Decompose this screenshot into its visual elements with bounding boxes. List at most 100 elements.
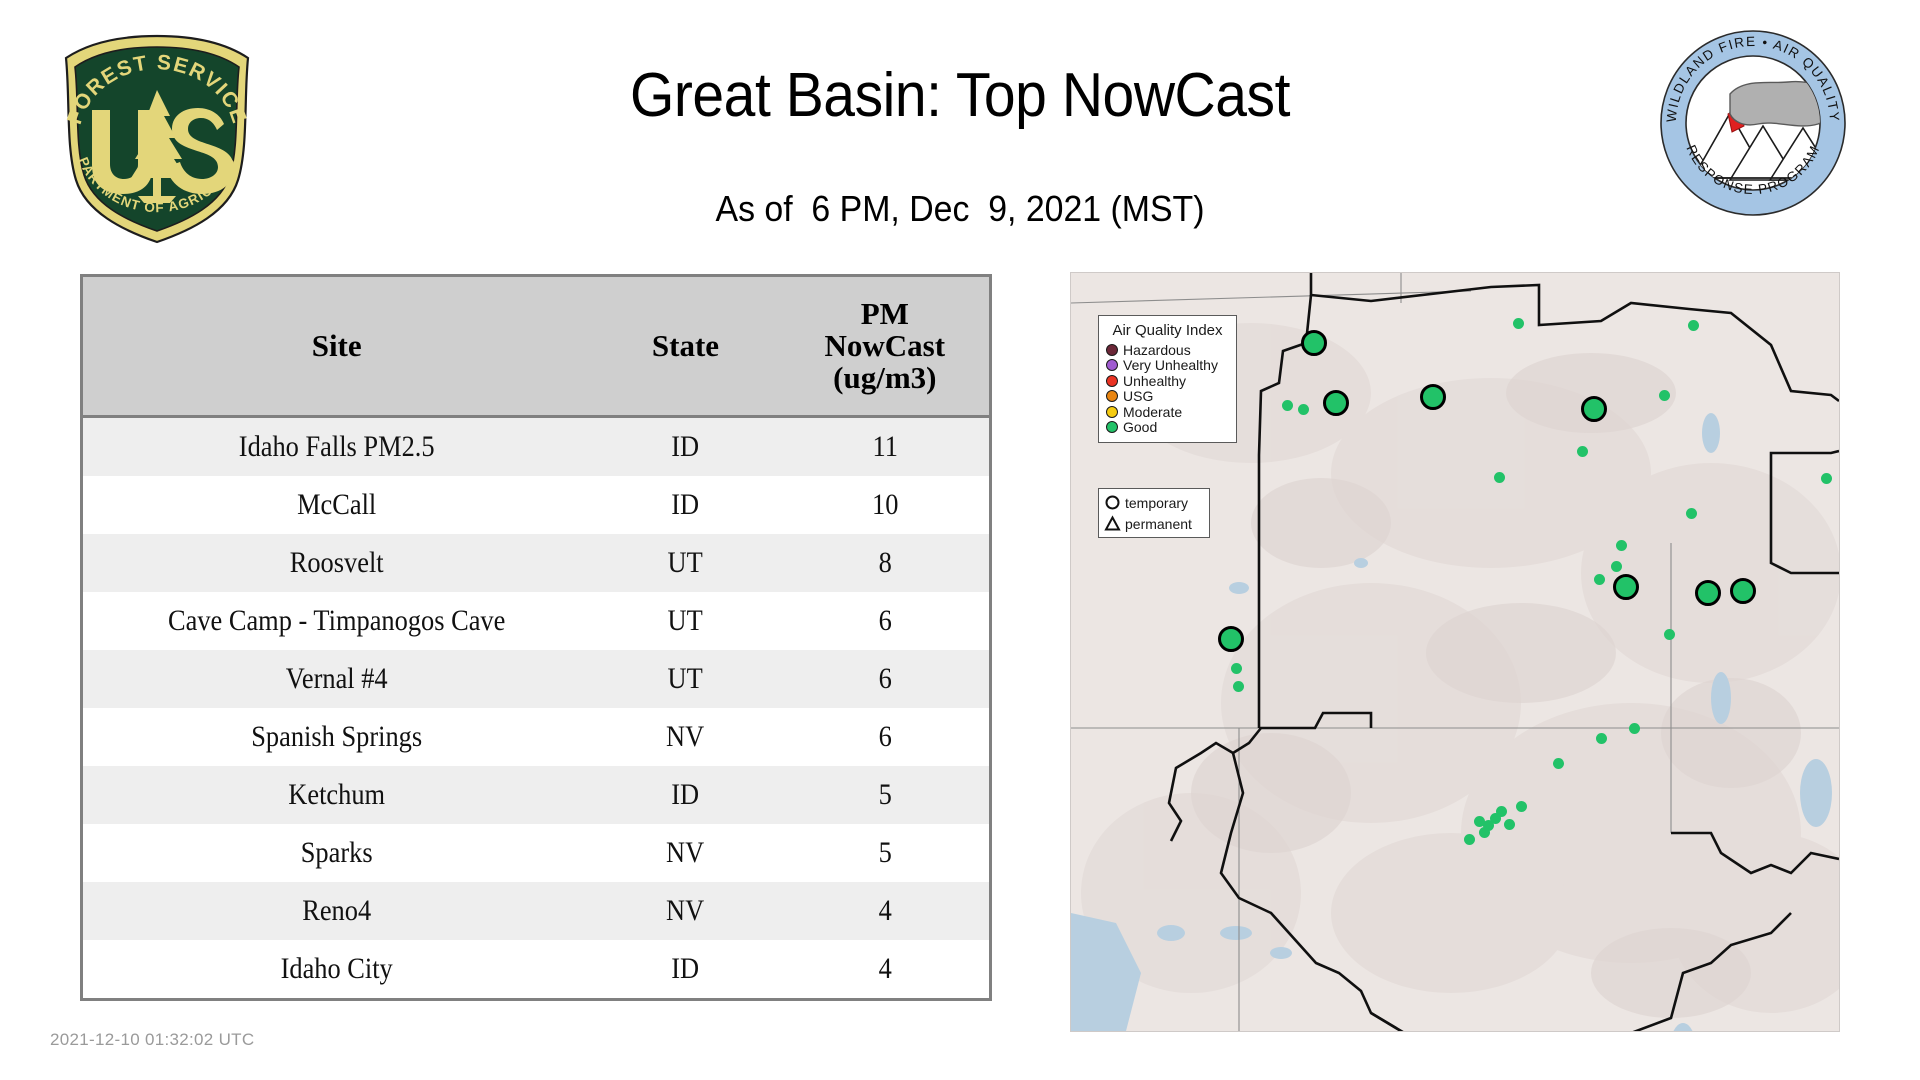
monitor-marker[interactable] bbox=[1420, 384, 1446, 410]
site-cell: Sparks bbox=[300, 836, 373, 869]
monitor-marker[interactable] bbox=[1663, 628, 1675, 640]
monitor-marker[interactable] bbox=[1482, 819, 1494, 831]
table-row: Reno4 NV 4 bbox=[83, 882, 989, 940]
column-header-site: Site bbox=[83, 277, 591, 418]
monitor-marker[interactable] bbox=[1576, 445, 1588, 457]
value-cell: 6 bbox=[878, 604, 892, 637]
state-cell: NV bbox=[666, 894, 705, 927]
monitor-marker[interactable] bbox=[1615, 539, 1627, 551]
site-cell: Cave Camp - Timpanogos Cave bbox=[168, 604, 506, 637]
state-cell: UT bbox=[667, 604, 704, 637]
monitor-marker[interactable] bbox=[1232, 680, 1244, 692]
monitor-marker[interactable] bbox=[1323, 390, 1349, 416]
usfs-pine-tree bbox=[131, 90, 186, 203]
site-cell: Vernal #4 bbox=[285, 662, 388, 695]
permanent-triangle-icon bbox=[1104, 515, 1121, 531]
value-cell: 5 bbox=[878, 778, 892, 811]
units-label: (ug/m3) bbox=[833, 360, 937, 396]
monitor-marker[interactable] bbox=[1610, 560, 1622, 572]
state-cell: NV bbox=[666, 720, 705, 753]
aqi-color-swatch bbox=[1106, 421, 1118, 434]
state-cell: ID bbox=[671, 488, 700, 521]
site-type-legend: temporary permanent bbox=[1098, 488, 1210, 538]
value-cell: 5 bbox=[878, 836, 892, 869]
monitor-marker[interactable] bbox=[1218, 626, 1244, 652]
monitor-marker[interactable] bbox=[1473, 815, 1485, 827]
state-cell: NV bbox=[666, 836, 705, 869]
air-quality-map[interactable]: Air Quality Index Hazardous Very Unhealth… bbox=[1070, 272, 1840, 1032]
monitor-marker[interactable] bbox=[1503, 818, 1515, 830]
monitor-marker[interactable] bbox=[1613, 574, 1639, 600]
monitor-marker[interactable] bbox=[1230, 662, 1242, 674]
state-cell: ID bbox=[671, 952, 700, 985]
table-row: Ketchum ID 5 bbox=[83, 766, 989, 824]
site-cell: Roosvelt bbox=[289, 546, 384, 579]
site-cell: Idaho Falls PM2.5 bbox=[238, 430, 435, 463]
site-cell: McCall bbox=[297, 488, 377, 521]
monitor-marker[interactable] bbox=[1463, 833, 1475, 845]
aqi-color-swatch bbox=[1106, 343, 1118, 356]
monitor-marker[interactable] bbox=[1512, 317, 1524, 329]
water-bodies bbox=[1071, 413, 1832, 1031]
legend-row-permanent: permanent bbox=[1104, 513, 1204, 534]
terrain-relief bbox=[1191, 353, 1801, 1018]
table-body: Idaho Falls PM2.5 ID 11 McCall ID 10 Roosvelt U… bbox=[83, 416, 989, 998]
aqi-color-swatch bbox=[1106, 359, 1118, 372]
value-cell: 4 bbox=[878, 952, 892, 985]
wfaqrp-logo: WILDLAND FIRE • AIR QUALITY RESPONSE PRO… bbox=[1658, 28, 1848, 218]
aqi-legend-label: Very Unhealthy bbox=[1123, 357, 1218, 374]
aqi-legend-row: Unhealthy bbox=[1106, 373, 1229, 389]
monitor-marker[interactable] bbox=[1515, 800, 1527, 812]
usfs-logo: FOREST SERVICE DEPARTMENT OF AGRICULTURE bbox=[52, 28, 262, 248]
aqi-legend-label: Moderate bbox=[1123, 403, 1183, 420]
value-cell: 6 bbox=[878, 720, 892, 753]
generation-timestamp: 2021-12-10 01:32:02 UTC bbox=[50, 1030, 255, 1049]
state-cell: ID bbox=[671, 778, 700, 811]
aqi-legend-row: USG bbox=[1106, 389, 1229, 405]
monitor-marker[interactable] bbox=[1658, 389, 1670, 401]
nowcast-table: Site State PM NowCast (ug/m3) Idaho Fall… bbox=[80, 274, 992, 1001]
value-cell: 4 bbox=[878, 894, 892, 927]
monitor-marker[interactable] bbox=[1695, 580, 1721, 606]
aqi-legend-label: Hazardous bbox=[1123, 341, 1191, 358]
monitor-marker[interactable] bbox=[1685, 507, 1697, 519]
site-cell: Reno4 bbox=[302, 894, 372, 927]
value-cell: 6 bbox=[878, 662, 892, 695]
monitor-marker[interactable] bbox=[1478, 826, 1490, 838]
monitor-marker[interactable] bbox=[1301, 330, 1327, 356]
aqi-color-swatch bbox=[1106, 374, 1118, 387]
table-row: Cave Camp - Timpanogos Cave UT 6 bbox=[83, 592, 989, 650]
monitor-marker[interactable] bbox=[1595, 732, 1607, 744]
monitor-marker[interactable] bbox=[1552, 757, 1564, 769]
monitor-marker[interactable] bbox=[1493, 471, 1505, 483]
table-row: Vernal #4 UT 6 bbox=[83, 650, 989, 708]
monitor-marker[interactable] bbox=[1281, 399, 1293, 411]
monitor-marker[interactable] bbox=[1489, 812, 1501, 824]
monitor-marker[interactable] bbox=[1730, 578, 1756, 604]
table-row: Sparks NV 5 bbox=[83, 824, 989, 882]
aqi-legend-items: Hazardous Very Unhealthy Unhealthy USG Moder… bbox=[1106, 342, 1229, 435]
nowcast-label: NowCast bbox=[824, 327, 946, 363]
monitor-marker[interactable] bbox=[1687, 319, 1699, 331]
aqi-legend-row: Very Unhealthy bbox=[1106, 358, 1229, 374]
state-cell: UT bbox=[667, 546, 704, 579]
site-cell: Spanish Springs bbox=[251, 720, 423, 753]
monitor-marker[interactable] bbox=[1593, 573, 1605, 585]
site-cell: Ketchum bbox=[288, 778, 386, 811]
monitor-marker[interactable] bbox=[1297, 403, 1309, 415]
legend-row-temporary: temporary bbox=[1104, 492, 1204, 513]
aqi-color-swatch bbox=[1106, 405, 1118, 418]
monitor-marker[interactable] bbox=[1495, 805, 1507, 817]
monitor-marker[interactable] bbox=[1820, 472, 1832, 484]
monitor-marker[interactable] bbox=[1628, 722, 1640, 734]
legend-label-permanent: permanent bbox=[1125, 515, 1192, 532]
table-row: Roosvelt UT 8 bbox=[83, 534, 989, 592]
monitor-marker[interactable] bbox=[1581, 396, 1607, 422]
column-header-state: State bbox=[590, 277, 781, 418]
page-subtitle: As of 6 PM, Dec 9, 2021 (MST) bbox=[715, 188, 1205, 229]
table-header-row: Site State PM NowCast (ug/m3) bbox=[83, 277, 989, 418]
aqi-legend-label: Good bbox=[1123, 419, 1158, 436]
aqi-legend-row: Good bbox=[1106, 420, 1229, 436]
state-cell: ID bbox=[671, 430, 700, 463]
page-title: Great Basin: Top NowCast bbox=[629, 61, 1291, 130]
